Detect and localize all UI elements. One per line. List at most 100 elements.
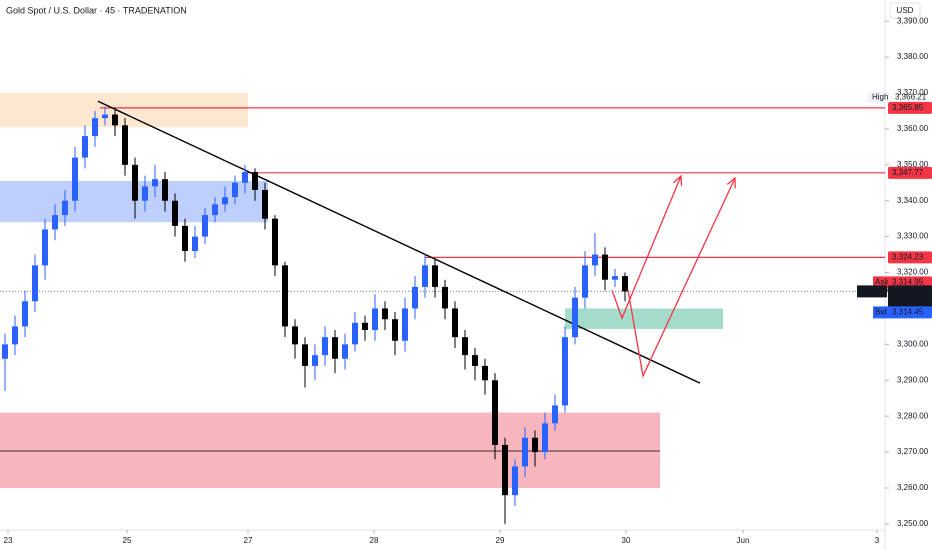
projection-arrow [611,175,682,320]
zone [0,412,660,488]
candle-body [382,308,388,320]
bid-price-box [888,306,932,319]
y-tick-label: 3,360.00 [897,124,929,133]
candle-body [92,118,98,137]
candle-body [492,380,498,445]
y-tick-label: 3,250.00 [897,519,929,528]
ask-price: 3,314.95 [892,278,924,287]
candle-body [222,197,228,205]
x-tick-label: 28 [370,536,379,545]
candle-body [552,405,558,424]
candle-body [512,466,518,496]
chart-title: Gold Spot / U.S. Dollar · 45 · TRADENATI… [6,5,187,15]
level-label-box [888,101,932,114]
x-tick-label: 29 [496,536,505,545]
candle-body [22,301,28,327]
candle-body [282,265,288,327]
candle-body [452,308,458,338]
candle-body [302,344,308,366]
projection-arrow [627,177,736,379]
candle-body [162,179,168,201]
candle-body [12,326,18,345]
x-tick-label: 30 [622,536,631,545]
bid-price: 3,314.45 [892,308,924,317]
candle-body [32,265,38,302]
symbol: XAUUSD [859,288,888,295]
ask-tag: Ask [875,278,889,287]
x-tick-label: Jun [737,536,750,545]
candle-body [442,286,448,309]
candle-body [202,215,208,237]
candle-body [82,136,88,158]
level-label: 3,324.23 [892,252,924,261]
candle-body [372,308,378,330]
candle-body [582,265,588,298]
candle-body [342,344,348,359]
arrow-head [673,174,683,186]
candle-body [392,319,398,341]
candle-body [122,125,128,165]
y-tick-label: 3,320.00 [897,268,929,277]
x-tick-label: 25 [123,536,132,545]
candle-body [612,276,618,280]
quote-price: 3,314.75 [892,287,924,296]
candle-body [412,286,418,309]
candle-body [62,200,68,216]
candle-body [502,444,508,496]
candle-body [212,204,218,216]
bid-tag: Bid [875,308,887,317]
plot [0,93,885,524]
bid-tag-box [873,306,889,319]
level-label-box [888,166,932,179]
y-tick-label: 3,290.00 [897,375,929,384]
candle-body [472,355,478,366]
y-tick-label: 3,300.00 [897,339,929,348]
candle-body [132,164,138,201]
candle-body [252,171,258,190]
candle-body [482,365,488,381]
level-label-box [888,251,932,264]
candle-body [402,308,408,341]
arrow-head [726,176,736,189]
y-tick-label: 3,260.00 [897,483,929,492]
y-tick-label: 3,330.00 [897,232,929,241]
candle-body [312,355,318,366]
candle-body [292,326,298,345]
candle-body [462,337,468,356]
candle-body [322,337,328,356]
candle-body [102,114,108,119]
x-tick-label: 3 [875,536,880,545]
candle-body [422,265,428,287]
candle-body [432,265,438,287]
currency[interactable]: USD [897,6,914,15]
candle-body [532,437,538,453]
candle-body [562,337,568,406]
candle-body [152,179,158,187]
currency-box[interactable] [889,2,921,19]
high-value: 3,366.21 [895,93,927,102]
candle-body [362,322,368,330]
candle-body [52,215,58,230]
candle-body [542,423,548,453]
candle-body [2,344,8,359]
y-tick-label: 3,280.00 [897,411,929,420]
candle-body [72,157,78,201]
y-tick-label: 3,370.00 [897,88,929,97]
candle-body [602,254,608,280]
x-tick-label: 23 [4,536,13,545]
zone [565,308,723,329]
high-tag-box [868,92,889,104]
level-label: 3,347.77 [892,168,924,177]
symbol-box [857,285,887,298]
candle-body [622,276,628,292]
candle-body [262,189,268,219]
candle-body [172,200,178,226]
y-tick-label: 3,350.00 [897,160,929,169]
y-tick-label: 3,380.00 [897,52,929,61]
candle-body [142,186,148,201]
candle-body [242,171,248,183]
candle-body [522,437,528,467]
trendline [97,100,701,384]
candle-body [572,297,578,338]
